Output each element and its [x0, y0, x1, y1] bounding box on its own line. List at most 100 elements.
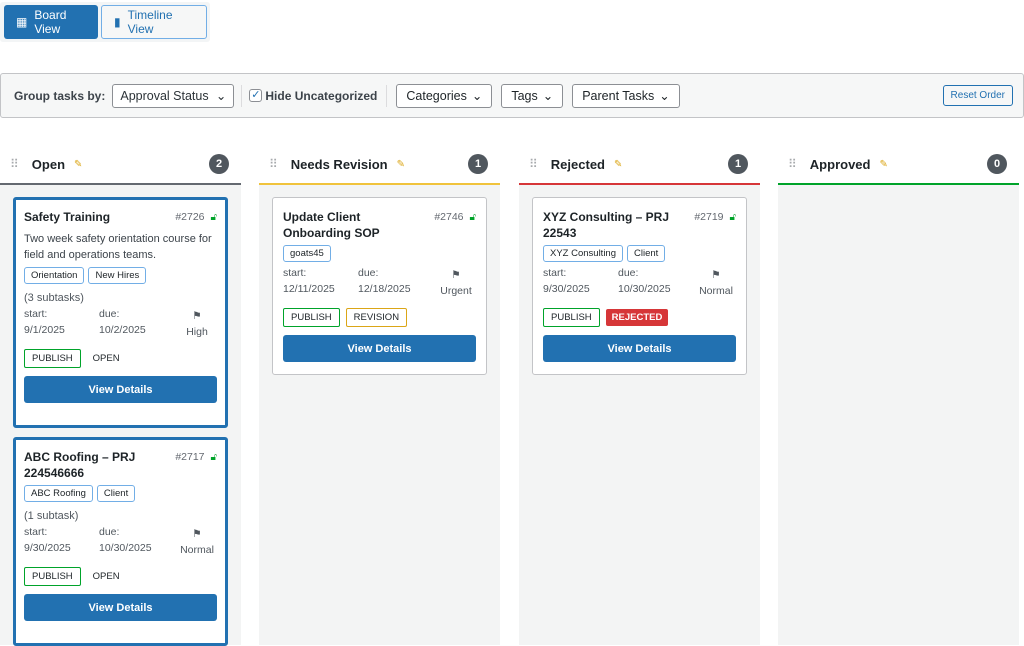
due-date: 10/30/2025: [618, 283, 671, 295]
bar-chart-icon: ▮: [114, 15, 121, 29]
task-card[interactable]: Safety Training #2726 🔓︎ Two week safety o…: [13, 197, 228, 428]
chevron-down-icon: ⌄: [471, 89, 483, 103]
pencil-icon[interactable]: ✎: [396, 158, 406, 170]
start-label: start:: [24, 526, 48, 538]
chevron-down-icon: ⌄: [215, 89, 227, 103]
grid-icon: ▦: [16, 15, 28, 29]
column-body: Safety Training #2726 🔓︎ Two week safety o…: [0, 185, 241, 646]
view-details-button[interactable]: View Details: [543, 335, 736, 362]
column-approved: ⠿ Approved ✎ 0: [778, 145, 1019, 645]
column-rejected: ⠿ Rejected ✎ 1 XYZ Consulting – PRJ 2254…: [519, 145, 760, 645]
task-title: ABC Roofing – PRJ 224546666: [24, 450, 136, 480]
hide-uncategorized-label[interactable]: Hide Uncategorized: [265, 88, 378, 103]
publish-badge: PUBLISH: [543, 308, 600, 327]
priority: Normal: [699, 285, 733, 297]
task-id: #2726: [175, 211, 205, 223]
view-details-button[interactable]: View Details: [24, 376, 217, 403]
tag[interactable]: Orientation: [24, 267, 85, 284]
task-description: Two week safety orientation course for f…: [24, 233, 212, 261]
unlock-icon[interactable]: 🔓︎: [210, 451, 217, 463]
column-body: [778, 185, 1019, 645]
unlock-icon[interactable]: 🔓︎: [469, 211, 476, 223]
task-id: #2746: [434, 211, 464, 223]
priority: Normal: [180, 544, 214, 556]
start-date: 9/30/2025: [24, 542, 71, 554]
due-label: due:: [99, 308, 120, 320]
column-header: ⠿ Needs Revision ✎ 1: [259, 145, 500, 185]
group-by-select[interactable]: Approval Status ⌄: [112, 83, 235, 108]
subtask-count: (1 subtask): [24, 510, 79, 522]
start-label: start:: [24, 308, 48, 320]
due-label: due:: [99, 526, 120, 538]
pencil-icon[interactable]: ✎: [614, 158, 623, 170]
column-needs-revision: ⠿ Needs Revision ✎ 1 Update Client Onboa…: [259, 145, 500, 645]
column-header: ⠿ Rejected ✎ 1: [519, 145, 760, 185]
start-label: start:: [283, 267, 307, 279]
task-card[interactable]: Update Client Onboarding SOP #2746 🔓︎ goat…: [272, 197, 487, 375]
board-view-button[interactable]: ▦ Board View: [4, 5, 98, 39]
drag-handle-icon[interactable]: ⠿: [269, 157, 278, 171]
tag[interactable]: ABC Roofing: [24, 485, 93, 502]
count-badge: 1: [728, 154, 748, 174]
tags-dropdown[interactable]: Tags ⌄: [501, 83, 564, 108]
due-date: 10/2/2025: [99, 324, 146, 336]
subtask-count: (3 subtasks): [24, 292, 84, 304]
task-id: #2717: [175, 451, 205, 463]
tag[interactable]: XYZ Consulting: [543, 245, 624, 262]
due-date: 12/18/2025: [358, 283, 411, 295]
pencil-icon[interactable]: ✎: [879, 158, 888, 170]
task-id: #2719: [694, 211, 724, 223]
tag[interactable]: Client: [96, 485, 136, 502]
publish-badge: PUBLISH: [24, 567, 81, 586]
view-details-button[interactable]: View Details: [283, 335, 476, 362]
task-card[interactable]: XYZ Consulting – PRJ 22543 #2719 🔓︎ XYZ Co…: [532, 197, 747, 375]
approval-status-badge: REJECTED: [605, 309, 669, 326]
tag[interactable]: goats45: [283, 245, 331, 262]
unlock-icon[interactable]: 🔓︎: [210, 211, 217, 223]
column-title: Needs Revision: [290, 156, 388, 172]
due-label: due:: [358, 267, 379, 279]
categories-dropdown[interactable]: Categories ⌄: [396, 83, 493, 108]
group-by-label: Group tasks by:: [14, 88, 106, 103]
view-details-button[interactable]: View Details: [24, 594, 217, 621]
parent-tasks-dropdown[interactable]: Parent Tasks ⌄: [572, 83, 680, 108]
column-header: ⠿ Open ✎ 2: [0, 145, 241, 185]
task-title: XYZ Consulting – PRJ 22543: [543, 210, 670, 240]
column-body: XYZ Consulting – PRJ 22543 #2719 🔓︎ XYZ Co…: [519, 185, 760, 645]
tag[interactable]: New Hires: [88, 267, 147, 284]
due-label: due:: [618, 267, 639, 279]
task-title: Update Client Onboarding SOP: [283, 210, 380, 240]
start-date: 12/11/2025: [283, 283, 335, 295]
count-badge: 0: [987, 154, 1007, 174]
approval-status-badge: OPEN: [92, 353, 120, 364]
timeline-view-button[interactable]: ▮ Timeline View: [101, 5, 207, 39]
chevron-down-icon: ⌄: [659, 89, 670, 103]
approval-status-badge: REVISION: [345, 308, 408, 327]
priority: Urgent: [440, 285, 472, 297]
task-title: Safety Training: [24, 210, 111, 224]
start-label: start:: [543, 267, 567, 279]
chevron-down-icon: ⌄: [542, 89, 554, 103]
flag-icon: ⚑: [451, 269, 461, 281]
view-switcher: ▦ Board View ▮ Timeline View: [0, 2, 210, 42]
unlock-icon[interactable]: 🔓︎: [729, 211, 736, 223]
drag-handle-icon[interactable]: ⠿: [529, 157, 538, 171]
pencil-icon[interactable]: ✎: [74, 158, 83, 170]
column-title: Approved: [809, 156, 871, 172]
flag-icon: ⚑: [192, 310, 202, 322]
divider: [386, 84, 388, 107]
due-date: 10/30/2025: [99, 542, 152, 554]
hide-uncategorized-checkbox[interactable]: ✓: [249, 89, 263, 102]
drag-handle-icon[interactable]: ⠿: [788, 157, 797, 171]
tag[interactable]: Client: [627, 245, 666, 262]
count-badge: 1: [468, 154, 488, 174]
column-body: Update Client Onboarding SOP #2746 🔓︎ goat…: [259, 185, 500, 645]
start-date: 9/30/2025: [543, 283, 590, 295]
divider: [241, 84, 243, 107]
flag-icon: ⚑: [711, 269, 721, 281]
publish-badge: PUBLISH: [283, 308, 340, 327]
reset-order-button[interactable]: Reset Order: [942, 85, 1013, 106]
priority: High: [186, 326, 208, 338]
task-card[interactable]: ABC Roofing – PRJ 224546666 #2717 🔓︎ ABC R…: [13, 437, 228, 646]
drag-handle-icon[interactable]: ⠿: [10, 157, 19, 171]
